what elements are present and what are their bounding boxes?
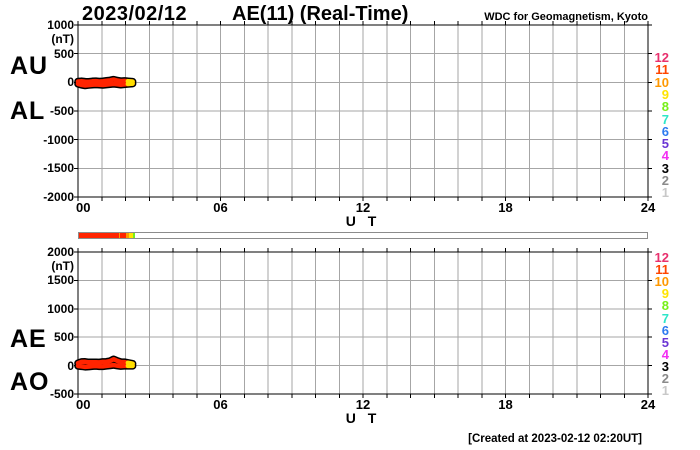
x-tick-label: 00: [76, 397, 91, 412]
availability-segment: [118, 233, 121, 238]
legend-station-count-12: 12: [654, 50, 669, 65]
legend-station-count-4: 4: [661, 148, 669, 164]
label-al: AL: [10, 97, 46, 125]
plot-area-upper: [74, 21, 652, 201]
legend-station-count-9: 9: [661, 86, 669, 102]
availability-bar: [78, 232, 648, 239]
x-tick-label: 24: [640, 200, 656, 215]
legend-station-count-2: 2: [661, 173, 669, 188]
date-text: 2023/02/12: [82, 3, 188, 25]
y-axis-unit: (nT): [51, 259, 74, 273]
x-tick-label: 24: [640, 397, 656, 412]
legend-station-count-3: 3: [661, 358, 669, 374]
y-tick-label: 0: [67, 358, 74, 373]
y-tick-label: 2000: [47, 245, 74, 259]
legend-station-count-5: 5: [661, 136, 669, 152]
availability-segment: [128, 233, 133, 238]
legend-station-count-10: 10: [654, 74, 669, 90]
availability-segment: [126, 233, 129, 238]
legend-station-count-4: 4: [661, 346, 669, 362]
y-tick-label: 1000: [47, 18, 74, 32]
legend-station-count-2: 2: [661, 371, 669, 386]
legend-station-count-3: 3: [661, 160, 669, 176]
legend-station-count-8: 8: [661, 298, 669, 314]
legend-station-count-11: 11: [655, 262, 669, 278]
x-tick-label: 18: [498, 200, 513, 215]
y-tick-label: -500: [49, 387, 74, 401]
panel-svg-upper: [74, 21, 652, 201]
x-axis-title: U T: [345, 213, 381, 229]
plot-title: AE(11) (Real-Time): [232, 3, 409, 25]
y-tick-label: -1000: [43, 132, 74, 147]
x-tick-label: 12: [355, 200, 371, 215]
legend-station-count-1: 1: [661, 383, 669, 399]
y-tick-label: -1500: [43, 161, 74, 176]
y-tick-label: -2000: [43, 190, 74, 204]
availability-segment: [79, 233, 119, 238]
label-ao: AO: [10, 368, 50, 396]
legend-station-count-6: 6: [661, 322, 669, 338]
y-tick-label: -500: [49, 104, 74, 118]
x-tick-label: 12: [355, 397, 371, 412]
legend-station-count-8: 8: [661, 99, 669, 115]
legend-station-count-12: 12: [654, 250, 669, 265]
legend-station-count-7: 7: [661, 310, 669, 326]
legend-station-count-7: 7: [661, 111, 669, 127]
x-tick-label: 00: [76, 200, 91, 215]
legend-station-count-1: 1: [661, 185, 669, 201]
x-tick-label: 06: [213, 397, 228, 412]
x-axis-title: U T: [345, 410, 381, 426]
availability-segment: [132, 233, 135, 238]
legend-station-count-5: 5: [661, 334, 669, 350]
panel-svg-lower: [74, 248, 652, 398]
created-at-text: [Created at 2023-02-12 02:20UT]: [468, 433, 642, 445]
y-tick-label: 500: [53, 46, 74, 61]
legend-station-count-9: 9: [661, 286, 669, 302]
x-tick-label: 18: [498, 397, 513, 412]
y-tick-label: 0: [67, 75, 74, 90]
y-tick-label: 500: [53, 330, 74, 345]
label-au: AU: [10, 52, 49, 80]
plot-area-lower: [74, 248, 652, 398]
label-ae: AE: [10, 325, 47, 353]
availability-segment: [120, 233, 127, 238]
y-tick-label: 1500: [47, 273, 74, 288]
source-text: WDC for Geomagnetism, Kyoto: [484, 11, 648, 23]
legend-station-count-11: 11: [655, 62, 669, 78]
legend-station-count-6: 6: [661, 123, 669, 139]
x-tick-label: 06: [213, 200, 228, 215]
legend-station-count-10: 10: [654, 274, 669, 290]
y-axis-unit: (nT): [51, 32, 74, 46]
y-tick-label: 1000: [47, 301, 74, 316]
